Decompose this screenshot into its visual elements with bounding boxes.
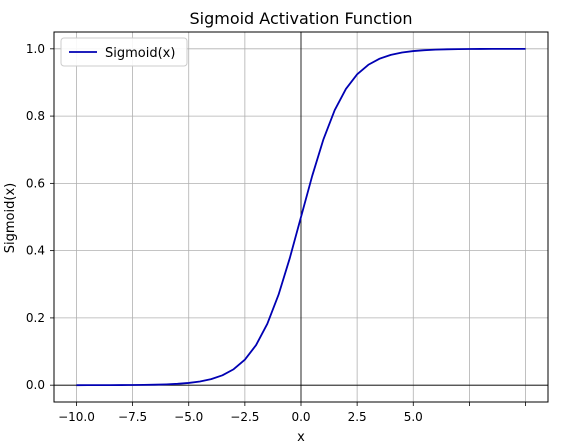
legend: Sigmoid(x) — [60, 37, 188, 67]
y-tick-label: 0.6 — [26, 176, 45, 190]
x-tick-label: 2.5 — [348, 410, 367, 424]
x-tick-label: −2.5 — [230, 410, 259, 424]
x-tick-label: 0.0 — [291, 410, 310, 424]
x-axis-label: x — [297, 430, 305, 443]
x-tick-label: 5.0 — [404, 410, 423, 424]
y-tick-label: 0.2 — [26, 311, 45, 325]
y-tick-label: 0.4 — [26, 244, 45, 258]
legend-box — [60, 37, 188, 67]
y-axis-label: Sigmoid(x) — [3, 183, 18, 253]
y-tick-label: 1.0 — [26, 42, 45, 56]
chart-title: Sigmoid Activation Function — [189, 9, 412, 28]
axis-ticks: −10.0 −7.5 −5.0 −2.5 0.0 2.5 5.0 0.0 0.2 0.4 0.6 0.… — [26, 42, 526, 424]
x-tick-label: −7.5 — [118, 410, 147, 424]
y-tick-label: 0.8 — [26, 109, 45, 123]
series-layer — [76, 47, 526, 387]
y-tick-label: 0.0 — [26, 378, 45, 392]
x-tick-label: −5.0 — [174, 410, 203, 424]
series-line-sigmoid — [76, 47, 526, 387]
legend-label-sigmoid: Sigmoid(x) — [105, 46, 175, 61]
x-tick-label: −10.0 — [58, 410, 95, 424]
